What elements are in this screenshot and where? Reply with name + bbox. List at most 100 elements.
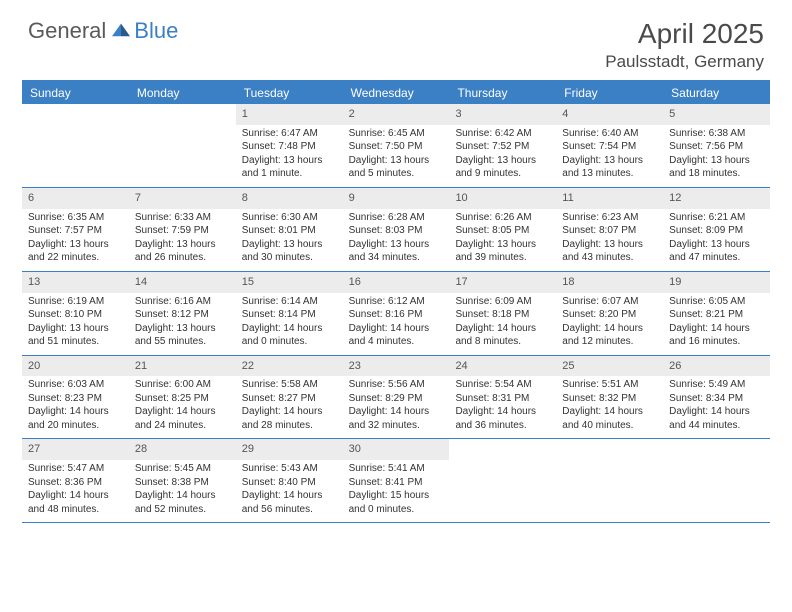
calendar-day bbox=[129, 104, 236, 187]
daylight-text: Daylight: 14 hours and 0 minutes. bbox=[242, 322, 339, 349]
sunset-text: Sunset: 7:59 PM bbox=[135, 224, 232, 238]
day-body: Sunrise: 5:58 AMSunset: 8:27 PMDaylight:… bbox=[236, 378, 343, 432]
daylight-text: Daylight: 14 hours and 52 minutes. bbox=[135, 489, 232, 516]
calendar-day: 9Sunrise: 6:28 AMSunset: 8:03 PMDaylight… bbox=[343, 188, 450, 271]
title-block: April 2025 Paulsstadt, Germany bbox=[605, 18, 764, 72]
day-number: 8 bbox=[236, 188, 343, 209]
calendar-day: 29Sunrise: 5:43 AMSunset: 8:40 PMDayligh… bbox=[236, 439, 343, 522]
sunrise-text: Sunrise: 5:54 AM bbox=[455, 378, 552, 392]
day-body: Sunrise: 5:43 AMSunset: 8:40 PMDaylight:… bbox=[236, 462, 343, 516]
calendar-day: 8Sunrise: 6:30 AMSunset: 8:01 PMDaylight… bbox=[236, 188, 343, 271]
sunset-text: Sunset: 8:14 PM bbox=[242, 308, 339, 322]
sunrise-text: Sunrise: 6:05 AM bbox=[669, 295, 766, 309]
sunset-text: Sunset: 8:12 PM bbox=[135, 308, 232, 322]
sunrise-text: Sunrise: 5:58 AM bbox=[242, 378, 339, 392]
calendar-week: 13Sunrise: 6:19 AMSunset: 8:10 PMDayligh… bbox=[22, 272, 770, 356]
sunrise-text: Sunrise: 5:51 AM bbox=[562, 378, 659, 392]
calendar-day: 28Sunrise: 5:45 AMSunset: 8:38 PMDayligh… bbox=[129, 439, 236, 522]
sunset-text: Sunset: 8:23 PM bbox=[28, 392, 125, 406]
day-body: Sunrise: 5:41 AMSunset: 8:41 PMDaylight:… bbox=[343, 462, 450, 516]
daylight-text: Daylight: 13 hours and 39 minutes. bbox=[455, 238, 552, 265]
daylight-text: Daylight: 14 hours and 40 minutes. bbox=[562, 405, 659, 432]
calendar-day: 7Sunrise: 6:33 AMSunset: 7:59 PMDaylight… bbox=[129, 188, 236, 271]
daylight-text: Daylight: 13 hours and 43 minutes. bbox=[562, 238, 659, 265]
sunrise-text: Sunrise: 5:47 AM bbox=[28, 462, 125, 476]
day-body: Sunrise: 6:35 AMSunset: 7:57 PMDaylight:… bbox=[22, 211, 129, 265]
calendar-week: 6Sunrise: 6:35 AMSunset: 7:57 PMDaylight… bbox=[22, 188, 770, 272]
calendar-day: 25Sunrise: 5:51 AMSunset: 8:32 PMDayligh… bbox=[556, 356, 663, 439]
daylight-text: Daylight: 13 hours and 26 minutes. bbox=[135, 238, 232, 265]
day-body: Sunrise: 6:38 AMSunset: 7:56 PMDaylight:… bbox=[663, 127, 770, 181]
day-body: Sunrise: 6:45 AMSunset: 7:50 PMDaylight:… bbox=[343, 127, 450, 181]
calendar-day bbox=[663, 439, 770, 522]
calendar-day: 14Sunrise: 6:16 AMSunset: 8:12 PMDayligh… bbox=[129, 272, 236, 355]
daylight-text: Daylight: 13 hours and 18 minutes. bbox=[669, 154, 766, 181]
daylight-text: Daylight: 13 hours and 5 minutes. bbox=[349, 154, 446, 181]
sunrise-text: Sunrise: 6:35 AM bbox=[28, 211, 125, 225]
page-header: General Blue April 2025 Paulsstadt, Germ… bbox=[0, 0, 792, 80]
daylight-text: Daylight: 14 hours and 4 minutes. bbox=[349, 322, 446, 349]
day-body: Sunrise: 6:21 AMSunset: 8:09 PMDaylight:… bbox=[663, 211, 770, 265]
day-number: 27 bbox=[22, 439, 129, 460]
day-number: 30 bbox=[343, 439, 450, 460]
day-body: Sunrise: 6:40 AMSunset: 7:54 PMDaylight:… bbox=[556, 127, 663, 181]
daylight-text: Daylight: 13 hours and 34 minutes. bbox=[349, 238, 446, 265]
sunrise-text: Sunrise: 6:30 AM bbox=[242, 211, 339, 225]
day-body: Sunrise: 6:42 AMSunset: 7:52 PMDaylight:… bbox=[449, 127, 556, 181]
sunrise-text: Sunrise: 6:21 AM bbox=[669, 211, 766, 225]
daylight-text: Daylight: 14 hours and 20 minutes. bbox=[28, 405, 125, 432]
day-number: 18 bbox=[556, 272, 663, 293]
day-number: 12 bbox=[663, 188, 770, 209]
weekday-header: Friday bbox=[556, 82, 663, 104]
calendar-day: 15Sunrise: 6:14 AMSunset: 8:14 PMDayligh… bbox=[236, 272, 343, 355]
brand-name-2: Blue bbox=[134, 18, 178, 44]
sunset-text: Sunset: 8:21 PM bbox=[669, 308, 766, 322]
day-number: 11 bbox=[556, 188, 663, 209]
day-number: 10 bbox=[449, 188, 556, 209]
sunset-text: Sunset: 7:54 PM bbox=[562, 140, 659, 154]
triangle-icon bbox=[110, 20, 132, 38]
sunrise-text: Sunrise: 6:12 AM bbox=[349, 295, 446, 309]
day-body: Sunrise: 5:45 AMSunset: 8:38 PMDaylight:… bbox=[129, 462, 236, 516]
calendar-day: 26Sunrise: 5:49 AMSunset: 8:34 PMDayligh… bbox=[663, 356, 770, 439]
month-title: April 2025 bbox=[605, 18, 764, 50]
calendar-day: 5Sunrise: 6:38 AMSunset: 7:56 PMDaylight… bbox=[663, 104, 770, 187]
daylight-text: Daylight: 14 hours and 56 minutes. bbox=[242, 489, 339, 516]
daylight-text: Daylight: 14 hours and 48 minutes. bbox=[28, 489, 125, 516]
sunset-text: Sunset: 8:09 PM bbox=[669, 224, 766, 238]
sunrise-text: Sunrise: 5:49 AM bbox=[669, 378, 766, 392]
calendar-day: 22Sunrise: 5:58 AMSunset: 8:27 PMDayligh… bbox=[236, 356, 343, 439]
daylight-text: Daylight: 14 hours and 12 minutes. bbox=[562, 322, 659, 349]
sunrise-text: Sunrise: 5:56 AM bbox=[349, 378, 446, 392]
sunrise-text: Sunrise: 6:19 AM bbox=[28, 295, 125, 309]
calendar-day bbox=[556, 439, 663, 522]
sunrise-text: Sunrise: 5:45 AM bbox=[135, 462, 232, 476]
calendar-day: 11Sunrise: 6:23 AMSunset: 8:07 PMDayligh… bbox=[556, 188, 663, 271]
sunset-text: Sunset: 8:03 PM bbox=[349, 224, 446, 238]
calendar-week: 1Sunrise: 6:47 AMSunset: 7:48 PMDaylight… bbox=[22, 104, 770, 188]
day-body: Sunrise: 6:28 AMSunset: 8:03 PMDaylight:… bbox=[343, 211, 450, 265]
sunset-text: Sunset: 8:36 PM bbox=[28, 476, 125, 490]
day-number bbox=[556, 439, 663, 460]
sunset-text: Sunset: 7:56 PM bbox=[669, 140, 766, 154]
calendar-day: 24Sunrise: 5:54 AMSunset: 8:31 PMDayligh… bbox=[449, 356, 556, 439]
day-number: 19 bbox=[663, 272, 770, 293]
day-number: 21 bbox=[129, 356, 236, 377]
day-body: Sunrise: 6:07 AMSunset: 8:20 PMDaylight:… bbox=[556, 295, 663, 349]
day-body: Sunrise: 5:56 AMSunset: 8:29 PMDaylight:… bbox=[343, 378, 450, 432]
weekday-header: Wednesday bbox=[343, 82, 450, 104]
day-number: 14 bbox=[129, 272, 236, 293]
day-number: 2 bbox=[343, 104, 450, 125]
daylight-text: Daylight: 13 hours and 22 minutes. bbox=[28, 238, 125, 265]
location-label: Paulsstadt, Germany bbox=[605, 52, 764, 72]
day-number: 15 bbox=[236, 272, 343, 293]
sunset-text: Sunset: 8:01 PM bbox=[242, 224, 339, 238]
sunrise-text: Sunrise: 6:38 AM bbox=[669, 127, 766, 141]
day-body: Sunrise: 5:47 AMSunset: 8:36 PMDaylight:… bbox=[22, 462, 129, 516]
calendar-day: 1Sunrise: 6:47 AMSunset: 7:48 PMDaylight… bbox=[236, 104, 343, 187]
day-body: Sunrise: 6:47 AMSunset: 7:48 PMDaylight:… bbox=[236, 127, 343, 181]
sunrise-text: Sunrise: 6:47 AM bbox=[242, 127, 339, 141]
day-number bbox=[22, 104, 129, 125]
day-body: Sunrise: 6:03 AMSunset: 8:23 PMDaylight:… bbox=[22, 378, 129, 432]
calendar-day: 27Sunrise: 5:47 AMSunset: 8:36 PMDayligh… bbox=[22, 439, 129, 522]
